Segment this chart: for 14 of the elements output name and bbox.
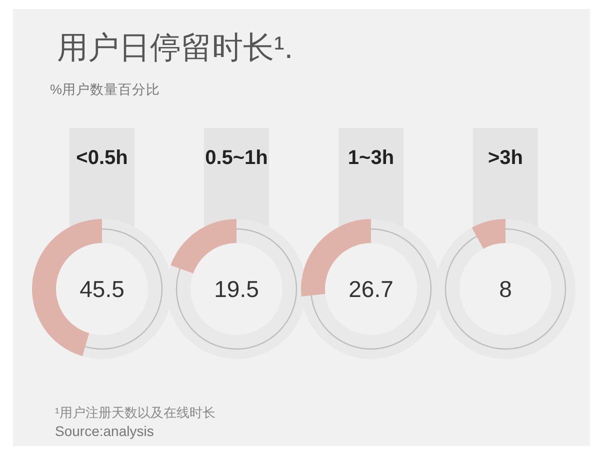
donut-slice xyxy=(472,219,506,249)
data-label: 8 xyxy=(499,276,512,302)
text: ¹用户注册天数以及在线时长 xyxy=(55,405,216,420)
chart-title: 1~3h xyxy=(348,147,394,169)
data-label: 45.5 xyxy=(80,276,124,302)
chart-title: >3h xyxy=(488,147,524,169)
text: %用户数量百分比 xyxy=(50,82,160,97)
chart-title: 0.5~1h xyxy=(205,147,268,169)
donut-slice xyxy=(170,219,236,274)
data-label: 19.5 xyxy=(214,276,259,302)
source-note: Source:analysis xyxy=(55,423,154,439)
data-label: 26.7 xyxy=(348,276,394,302)
chart-title: <0.5h xyxy=(76,147,128,169)
text: 用户日停留时长¹. xyxy=(57,30,293,65)
